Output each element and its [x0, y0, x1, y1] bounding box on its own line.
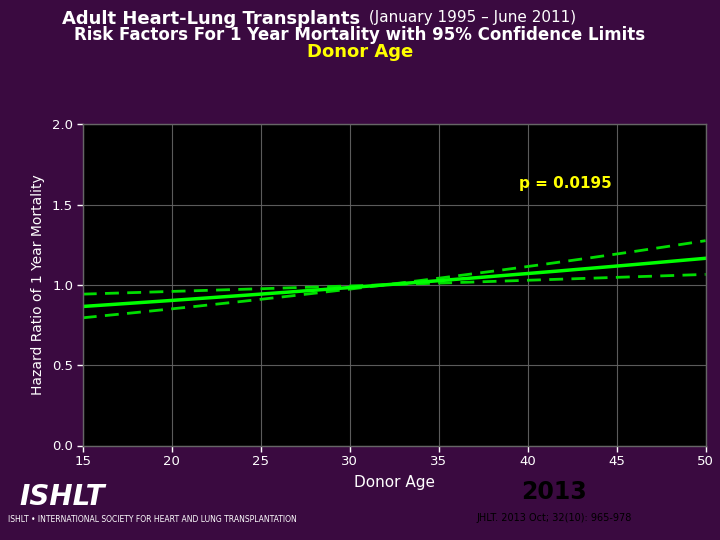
Text: (January 1995 – June 2011): (January 1995 – June 2011) [364, 10, 576, 25]
Text: Adult Heart-Lung Transplants: Adult Heart-Lung Transplants [62, 10, 360, 28]
Text: ISHLT • INTERNATIONAL SOCIETY FOR HEART AND LUNG TRANSPLANTATION: ISHLT • INTERNATIONAL SOCIETY FOR HEART … [8, 515, 297, 524]
Text: 2013: 2013 [521, 480, 588, 504]
Text: JHLT. 2013 Oct; 32(10): 965-978: JHLT. 2013 Oct; 32(10): 965-978 [477, 513, 632, 523]
Y-axis label: Hazard Ratio of 1 Year Mortality: Hazard Ratio of 1 Year Mortality [31, 174, 45, 395]
Text: ISHLT: ISHLT [19, 483, 105, 511]
Text: Risk Factors For 1 Year Mortality with 95% Confidence Limits: Risk Factors For 1 Year Mortality with 9… [74, 26, 646, 44]
Text: Donor Age: Donor Age [307, 43, 413, 61]
Text: p = 0.0195: p = 0.0195 [518, 177, 611, 192]
X-axis label: Donor Age: Donor Age [354, 475, 435, 490]
